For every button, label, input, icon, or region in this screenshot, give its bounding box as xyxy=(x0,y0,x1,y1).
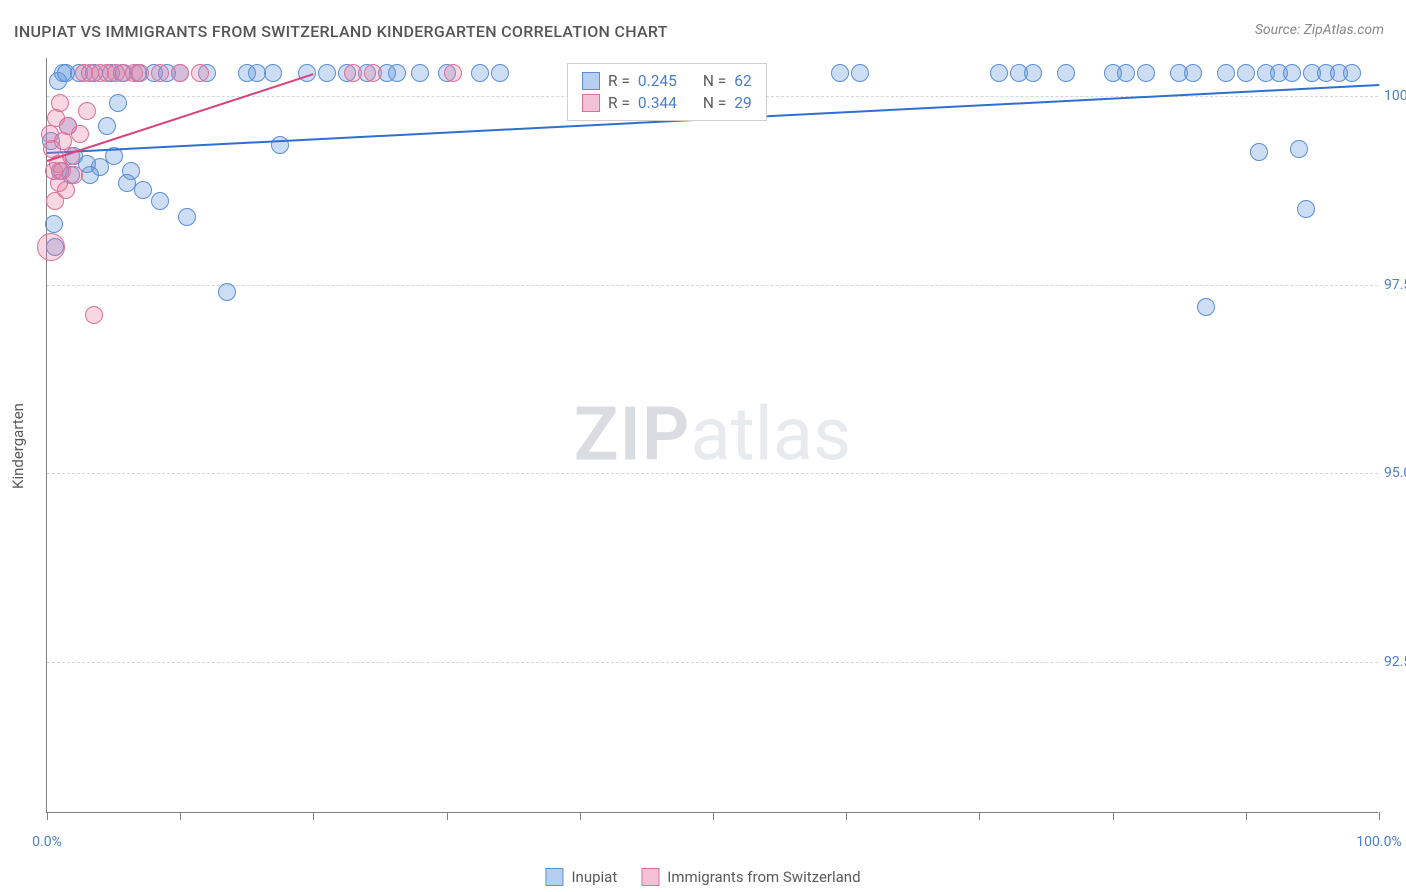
data-point xyxy=(1297,200,1315,218)
x-tick-label: 0.0% xyxy=(32,834,62,850)
data-point xyxy=(171,64,189,82)
y-tick-label: 100.0% xyxy=(1384,88,1406,104)
data-point xyxy=(134,181,152,199)
data-point xyxy=(851,64,869,82)
legend-item: Immigrants from Switzerland xyxy=(641,868,860,886)
source-label: Source: ZipAtlas.com xyxy=(1255,22,1384,38)
x-tick xyxy=(47,812,48,820)
stat-n-value: 29 xyxy=(734,94,751,112)
data-point xyxy=(471,64,489,82)
y-axis-label: Kindergarten xyxy=(9,403,27,489)
data-point xyxy=(1237,64,1255,82)
stat-r-value: 0.245 xyxy=(638,72,677,90)
scatter-plot-area: ZIPatlas 100.0%97.5%95.0%92.5%0.0%100.0%… xyxy=(46,58,1378,813)
stats-row: R = 0.344 N = 29 xyxy=(582,92,752,114)
data-point xyxy=(191,64,209,82)
x-tick xyxy=(447,812,448,820)
data-point xyxy=(1217,64,1235,82)
data-point xyxy=(990,64,1008,82)
stat-n-label: N = xyxy=(703,94,726,112)
y-tick-label: 95.0% xyxy=(1384,465,1406,481)
data-point xyxy=(344,64,362,82)
x-tick xyxy=(180,812,181,820)
correlation-stats-box: R = 0.245 N = 62 R = 0.344 N = 29 xyxy=(567,63,767,121)
data-point xyxy=(85,306,103,324)
data-point xyxy=(1024,64,1042,82)
stat-r-label: R = xyxy=(608,72,630,90)
chart-title: INUPIAT VS IMMIGRANTS FROM SWITZERLAND K… xyxy=(14,22,668,41)
x-tick xyxy=(580,812,581,820)
legend-swatch xyxy=(545,868,563,886)
data-point xyxy=(1283,64,1301,82)
data-point xyxy=(1184,64,1202,82)
data-point xyxy=(37,233,65,261)
legend-label: Inupiat xyxy=(571,868,617,886)
series-swatch xyxy=(582,72,600,90)
data-point xyxy=(109,94,127,112)
watermark: ZIPatlas xyxy=(574,392,851,479)
x-tick xyxy=(713,812,714,820)
stat-r-value: 0.344 xyxy=(638,94,677,112)
data-point xyxy=(151,192,169,210)
legend-item: Inupiat xyxy=(545,868,617,886)
data-point xyxy=(831,64,849,82)
data-point xyxy=(65,166,83,184)
data-point xyxy=(388,64,406,82)
data-point xyxy=(98,117,116,135)
legend-swatch xyxy=(641,868,659,886)
data-point xyxy=(271,136,289,154)
watermark-part1: ZIP xyxy=(574,392,691,479)
y-tick-label: 92.5% xyxy=(1384,654,1406,670)
data-point xyxy=(411,64,429,82)
gridline xyxy=(47,662,1378,663)
data-point xyxy=(264,64,282,82)
data-point xyxy=(122,162,140,180)
stat-n-value: 62 xyxy=(734,72,751,90)
data-point xyxy=(78,102,96,120)
x-tick xyxy=(1246,812,1247,820)
series-swatch xyxy=(582,94,600,112)
data-point xyxy=(71,125,89,143)
x-tick xyxy=(846,812,847,820)
data-point xyxy=(1197,298,1215,316)
data-point xyxy=(1057,64,1075,82)
x-tick xyxy=(1113,812,1114,820)
data-point xyxy=(491,64,509,82)
stats-row: R = 0.245 N = 62 xyxy=(582,70,752,92)
data-point xyxy=(218,283,236,301)
data-point xyxy=(1250,143,1268,161)
x-tick-label: 100.0% xyxy=(1356,834,1401,850)
y-tick-label: 97.5% xyxy=(1384,277,1406,293)
gridline xyxy=(47,285,1378,286)
data-point xyxy=(131,64,149,82)
x-tick xyxy=(313,812,314,820)
data-point xyxy=(1137,64,1155,82)
data-point xyxy=(151,64,169,82)
data-point xyxy=(1290,140,1308,158)
watermark-part2: atlas xyxy=(690,392,851,479)
stat-r-label: R = xyxy=(608,94,630,112)
data-point xyxy=(1343,64,1361,82)
data-point xyxy=(45,215,63,233)
data-point xyxy=(444,64,462,82)
data-point xyxy=(1117,64,1135,82)
data-point xyxy=(178,208,196,226)
legend: Inupiat Immigrants from Switzerland xyxy=(545,868,860,886)
data-point xyxy=(364,64,382,82)
gridline xyxy=(47,473,1378,474)
x-tick xyxy=(1379,812,1380,820)
data-point xyxy=(51,94,69,112)
data-point xyxy=(318,64,336,82)
legend-label: Immigrants from Switzerland xyxy=(667,868,860,886)
x-tick xyxy=(979,812,980,820)
stat-n-label: N = xyxy=(703,72,726,90)
